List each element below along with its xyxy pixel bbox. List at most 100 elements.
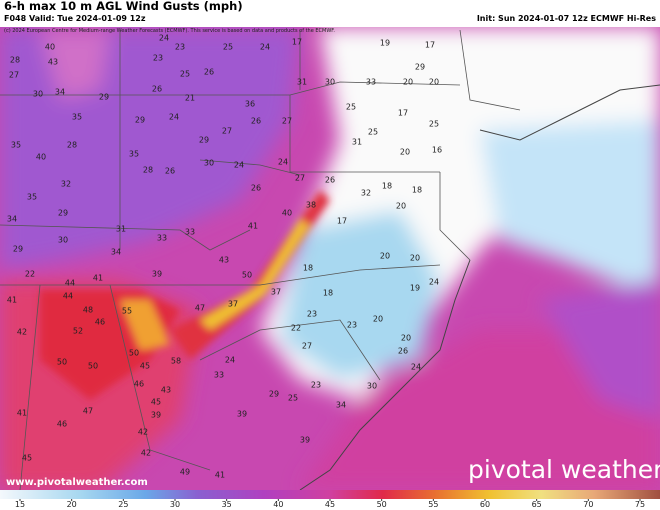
station-value: 22 bbox=[291, 324, 301, 333]
station-value: 55 bbox=[122, 307, 132, 316]
station-value: 43 bbox=[219, 256, 229, 265]
station-value: 39 bbox=[237, 410, 247, 419]
station-value: 20 bbox=[400, 148, 410, 157]
station-value: 48 bbox=[83, 306, 93, 315]
station-value: 24 bbox=[411, 363, 421, 372]
station-value: 30 bbox=[33, 90, 43, 99]
station-value: 28 bbox=[10, 56, 20, 65]
station-value: 23 bbox=[347, 321, 357, 330]
station-value: 17 bbox=[292, 38, 302, 47]
station-value: 23 bbox=[153, 54, 163, 63]
colorbar-label: 25 bbox=[118, 500, 128, 509]
station-value: 32 bbox=[361, 189, 371, 198]
colorbar-label: 35 bbox=[222, 500, 232, 509]
station-value: 33 bbox=[214, 371, 224, 380]
station-value: 18 bbox=[303, 264, 313, 273]
valid-time: F048 Valid: Tue 2024-01-09 12z bbox=[4, 14, 146, 23]
station-value: 23 bbox=[175, 43, 185, 52]
station-value: 24 bbox=[169, 113, 179, 122]
station-value: 23 bbox=[307, 310, 317, 319]
station-value: 34 bbox=[336, 401, 346, 410]
colorbar bbox=[0, 490, 660, 499]
station-value: 20 bbox=[373, 315, 383, 324]
colorbar-label: 50 bbox=[377, 500, 387, 509]
station-value: 43 bbox=[48, 58, 58, 67]
station-value: 20 bbox=[429, 78, 439, 87]
station-value: 50 bbox=[88, 362, 98, 371]
station-value: 24 bbox=[278, 158, 288, 167]
station-value: 41 bbox=[248, 222, 258, 231]
station-value: 26 bbox=[251, 117, 261, 126]
station-value: 39 bbox=[151, 411, 161, 420]
station-value: 24 bbox=[429, 278, 439, 287]
station-value: 46 bbox=[57, 420, 67, 429]
station-value: 17 bbox=[337, 217, 347, 226]
colorbar-label: 65 bbox=[532, 500, 542, 509]
station-value: 35 bbox=[11, 141, 21, 150]
station-value: 42 bbox=[17, 328, 27, 337]
station-value: 37 bbox=[228, 300, 238, 309]
station-value: 47 bbox=[83, 407, 93, 416]
station-value: 20 bbox=[396, 202, 406, 211]
coastline bbox=[299, 259, 471, 490]
station-value: 29 bbox=[135, 116, 145, 125]
station-value: 43 bbox=[161, 386, 171, 395]
boundaries bbox=[0, 29, 521, 490]
station-value: 25 bbox=[223, 43, 233, 52]
station-value: 46 bbox=[134, 380, 144, 389]
station-value: 26 bbox=[325, 176, 335, 185]
station-value: 45 bbox=[151, 398, 161, 407]
station-value: 26 bbox=[398, 347, 408, 356]
station-value: 29 bbox=[99, 93, 109, 102]
station-value: 35 bbox=[27, 193, 37, 202]
colorbar-label: 45 bbox=[325, 500, 335, 509]
station-value: 27 bbox=[9, 71, 19, 80]
station-value: 38 bbox=[306, 201, 316, 210]
station-value: 27 bbox=[302, 342, 312, 351]
station-value: 34 bbox=[111, 248, 121, 257]
station-value: 25 bbox=[368, 128, 378, 137]
station-value: 33 bbox=[185, 228, 195, 237]
station-value: 18 bbox=[323, 289, 333, 298]
colorbar-label: 70 bbox=[583, 500, 593, 509]
station-value: 23 bbox=[311, 381, 321, 390]
station-value: 21 bbox=[185, 94, 195, 103]
colorbar-label: 20 bbox=[67, 500, 77, 509]
station-value: 33 bbox=[157, 234, 167, 243]
station-value: 41 bbox=[17, 409, 27, 418]
station-value: 27 bbox=[222, 127, 232, 136]
station-value: 17 bbox=[425, 41, 435, 50]
station-value: 25 bbox=[346, 103, 356, 112]
title: 6-h max 10 m AGL Wind Gusts (mph) bbox=[4, 0, 243, 13]
station-value: 37 bbox=[271, 288, 281, 297]
station-value: 44 bbox=[63, 292, 73, 301]
station-value: 20 bbox=[403, 78, 413, 87]
station-value: 25 bbox=[429, 120, 439, 129]
copyright: (c) 2024 European Centre for Medium-rang… bbox=[4, 28, 335, 34]
station-value: 41 bbox=[215, 471, 225, 480]
station-value: 45 bbox=[22, 454, 32, 463]
colorbar-label: 15 bbox=[15, 500, 25, 509]
station-value: 31 bbox=[116, 225, 126, 234]
station-value: 27 bbox=[295, 174, 305, 183]
logo: pivotal weather bbox=[468, 455, 660, 484]
colorbar-label: 30 bbox=[170, 500, 180, 509]
station-value: 30 bbox=[204, 159, 214, 168]
station-value: 50 bbox=[57, 358, 67, 367]
colorbar-label: 60 bbox=[480, 500, 490, 509]
station-value: 52 bbox=[73, 327, 83, 336]
station-value: 29 bbox=[58, 209, 68, 218]
station-value: 39 bbox=[300, 436, 310, 445]
station-value: 24 bbox=[225, 356, 235, 365]
station-value: 58 bbox=[171, 357, 181, 366]
station-value: 35 bbox=[129, 150, 139, 159]
station-value: 26 bbox=[204, 68, 214, 77]
station-value: 19 bbox=[380, 39, 390, 48]
station-value: 30 bbox=[58, 236, 68, 245]
station-value: 22 bbox=[25, 270, 35, 279]
station-value: 45 bbox=[140, 362, 150, 371]
station-value: 24 bbox=[260, 43, 270, 52]
station-value: 24 bbox=[234, 161, 244, 170]
